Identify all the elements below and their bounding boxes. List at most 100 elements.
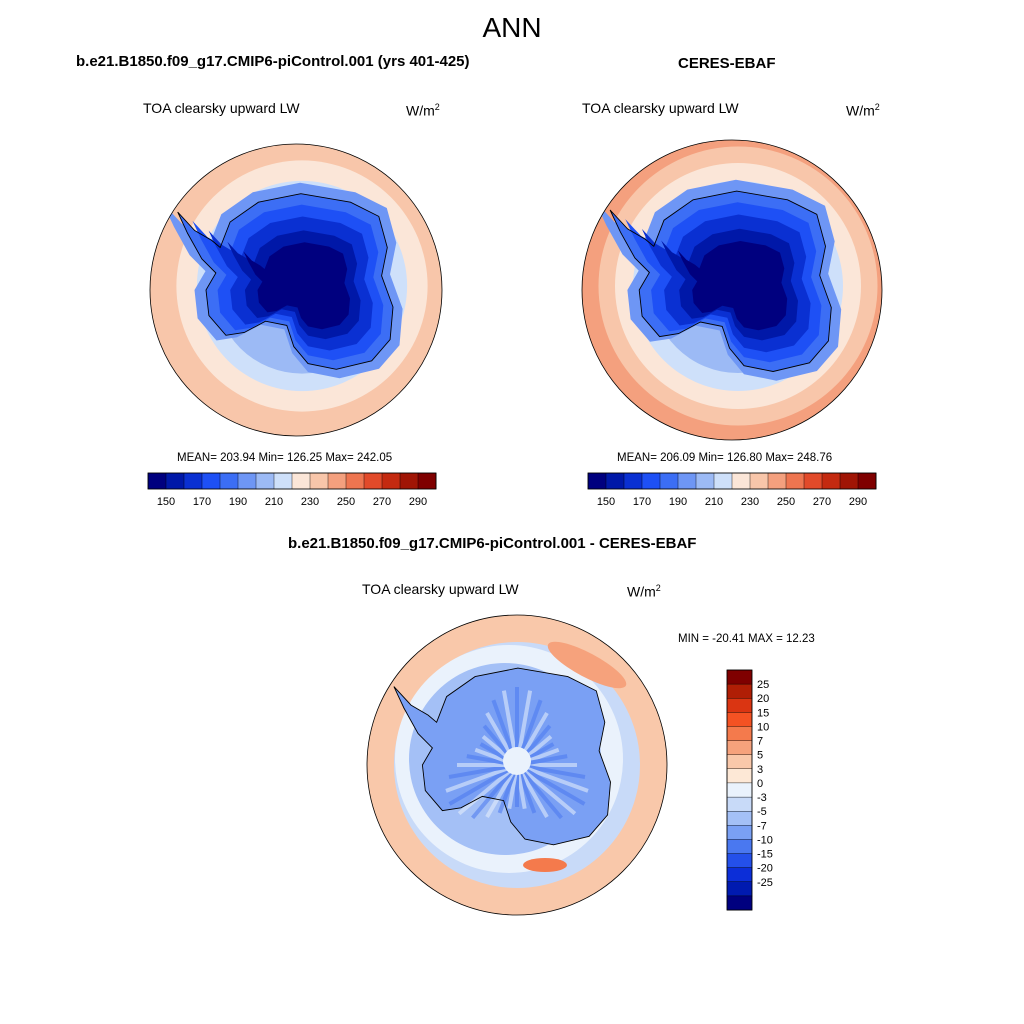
diff-coastline	[393, 667, 611, 846]
diff-colorbar-swatch	[726, 811, 753, 826]
model-colorbar-tick-label: 150	[157, 496, 175, 508]
obs-colorbar-tick-label: 290	[849, 496, 867, 508]
obs-colorbar-tick-label: 230	[741, 496, 759, 508]
obs-colorbar-swatch	[641, 472, 661, 490]
model-colorbar-swatch	[219, 472, 239, 490]
model-colorbar-swatch	[291, 472, 311, 490]
model-colorbar-tick-label: 290	[409, 496, 427, 508]
model-colorbar-swatch	[399, 472, 419, 490]
obs-colorbar-swatch	[623, 472, 643, 490]
model-colorbar-swatch	[345, 472, 365, 490]
obs-colorbar-tick-label: 210	[705, 496, 723, 508]
diff-colorbar-tick-label: -3	[757, 792, 767, 804]
model-colorbar-swatch	[201, 472, 221, 490]
diff-map	[366, 614, 668, 916]
obs-colorbar-tick-label: 270	[813, 496, 831, 508]
model-colorbar-tick-label: 230	[301, 496, 319, 508]
model-colorbar-tick-label: 170	[193, 496, 211, 508]
model-coastline	[177, 193, 394, 370]
model-colorbar-swatch	[381, 472, 401, 490]
obs-panel-title: CERES-EBAF	[678, 55, 776, 72]
obs-colorbar-swatch	[857, 472, 877, 490]
diff-colorbar-swatch	[726, 768, 753, 784]
model-units-label: W/m2	[406, 102, 440, 119]
diff-colorbar-swatch	[726, 825, 753, 840]
model-continent-shade-5	[243, 242, 350, 330]
model-colorbar: 150 170 190 210 230 250 270 290	[147, 472, 437, 508]
model-colorbar-swatch	[273, 472, 293, 490]
diff-colorbar-swatch	[726, 669, 753, 685]
obs-colorbar-tick-label: 190	[669, 496, 687, 508]
model-colorbar-swatch	[183, 472, 203, 490]
diff-pole-patch	[503, 747, 531, 775]
obs-colorbar-swatch	[695, 472, 715, 490]
diff-colorbar-tick-label: -5	[757, 806, 767, 818]
diff-colorbar-swatch	[726, 683, 753, 699]
model-stats: MEAN= 203.94 Min= 126.25 Max= 242.05	[177, 452, 393, 464]
diff-warm-patch-ne	[547, 641, 627, 689]
diff-colorbar-tick-label: -10	[757, 834, 773, 846]
model-panel-title: b.e21.B1850.f09_g17.CMIP6-piControl.001 …	[76, 53, 470, 70]
diff-map-border	[366, 614, 668, 916]
diff-warm-ring	[367, 615, 667, 915]
obs-map	[581, 139, 883, 441]
diff-units-label: W/m2	[627, 583, 661, 600]
model-colorbar-swatch	[417, 472, 437, 490]
diff-colorbar-tick-label: 25	[757, 679, 769, 691]
model-colorbar-tick-label: 270	[373, 496, 391, 508]
diff-warm-patch-s	[523, 858, 567, 872]
obs-colorbar-tick-label: 170	[633, 496, 651, 508]
obs-colorbar-swatch	[659, 472, 679, 490]
diff-colorbar-tick-label: 7	[757, 736, 763, 748]
diff-colorbar-tick-label: -25	[757, 877, 773, 889]
obs-colorbar-swatch	[587, 472, 607, 490]
obs-colorbar-swatch	[839, 472, 859, 490]
diff-colorbar-swatch	[726, 782, 753, 798]
diff-colorbar-swatch	[726, 712, 753, 728]
model-colorbar-swatch	[147, 472, 167, 490]
obs-colorbar-tick-label: 250	[777, 496, 795, 508]
model-map	[149, 143, 443, 437]
model-colorbar-swatch	[327, 472, 347, 490]
figure-title: ANN	[482, 12, 542, 43]
obs-continent-shade-5	[677, 241, 788, 331]
diff-colorbar-tick-label: -20	[757, 863, 773, 875]
diff-colorbar-swatch	[726, 740, 753, 756]
model-map-border	[149, 143, 443, 437]
model-colorbar-swatch	[363, 472, 383, 490]
diff-panel-title: b.e21.B1850.f09_g17.CMIP6-piControl.001 …	[288, 535, 697, 552]
model-colorbar-swatch	[165, 472, 185, 490]
obs-colorbar-swatch	[767, 472, 787, 490]
diff-colorbar-tick-label: -15	[757, 849, 773, 861]
diff-colorbar-swatch	[726, 895, 753, 911]
diff-colorbar-tick-label: -7	[757, 820, 767, 832]
obs-coastline	[609, 190, 832, 372]
diff-colorbar-swatch	[726, 867, 753, 883]
model-colorbar-tick-label: 250	[337, 496, 355, 508]
obs-colorbar-swatch	[749, 472, 769, 490]
diff-colorbar-swatch	[726, 698, 753, 713]
obs-colorbar: 150 170 190 210 230 250 270 290	[587, 472, 877, 508]
obs-colorbar-swatch	[785, 472, 805, 490]
obs-map-border	[581, 139, 883, 441]
obs-colorbar-swatch	[677, 472, 697, 490]
diff-colorbar-tick-label: 15	[757, 707, 769, 719]
obs-variable-label: TOA clearsky upward LW	[582, 100, 739, 116]
model-colorbar-swatch	[237, 472, 257, 490]
diff-colorbar-tick-label: 10	[757, 722, 769, 734]
diff-colorbar-swatch	[726, 839, 753, 855]
diff-colorbar-tick-label: 3	[757, 764, 763, 776]
model-colorbar-swatch	[255, 472, 275, 490]
model-colorbar-tick-label: 210	[265, 496, 283, 508]
diff-stats: MIN = -20.41 MAX = 12.23	[678, 633, 815, 645]
model-variable-label: TOA clearsky upward LW	[143, 100, 300, 116]
model-colorbar-tick-label: 190	[229, 496, 247, 508]
obs-colorbar-swatch	[803, 472, 823, 490]
model-colorbar-swatch	[309, 472, 329, 490]
obs-colorbar-swatch	[731, 472, 751, 490]
diff-colorbar-swatch	[726, 853, 753, 869]
diff-colorbar-swatch	[726, 881, 753, 897]
obs-units-label: W/m2	[846, 102, 880, 119]
diff-colorbar-tick-label: 20	[757, 693, 769, 705]
